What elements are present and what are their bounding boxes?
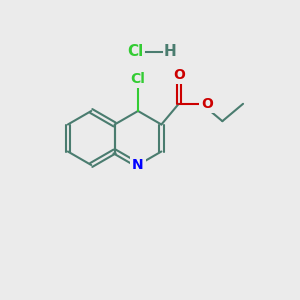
Text: Cl: Cl	[130, 72, 146, 86]
Text: Cl: Cl	[128, 44, 144, 59]
Text: O: O	[173, 68, 185, 82]
Text: O: O	[201, 97, 213, 111]
Text: H: H	[164, 44, 177, 59]
Text: N: N	[132, 158, 144, 172]
